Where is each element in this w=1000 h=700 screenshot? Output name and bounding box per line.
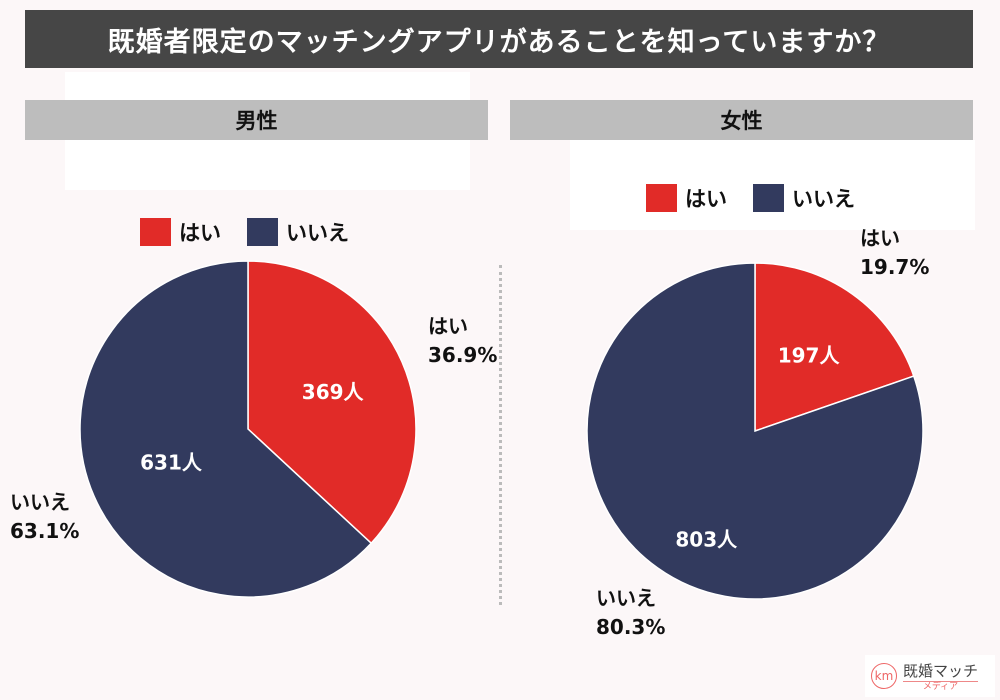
pie-slice-male-no: [79, 260, 373, 598]
divider: [499, 265, 502, 605]
legend-label-no: いいえ: [286, 221, 349, 245]
male-yes-label: はい 36.9%: [428, 314, 498, 367]
slice-count-label: 803人: [675, 527, 738, 551]
female-no-label: いいえ 80.3%: [596, 586, 666, 639]
logo-mark: km: [871, 663, 897, 689]
legend-swatch-no: [247, 218, 278, 246]
legend-label-yes: はい: [179, 221, 221, 245]
slice-count-label: 631人: [140, 451, 203, 475]
logo: km 既婚マッチ メディア: [865, 655, 995, 697]
slice-count-label: 197人: [778, 344, 841, 368]
male-legend: はい いいえ: [140, 217, 349, 247]
legend-swatch-no: [753, 184, 784, 212]
pie-slice-male-yes: [247, 260, 417, 545]
legend-label-no: いいえ: [792, 187, 855, 211]
slice-count-label: 369人: [302, 380, 365, 404]
legend-swatch-yes: [140, 218, 171, 246]
chart-title: 既婚者限定のマッチングアプリがあることを知っていますか？: [25, 10, 973, 68]
logo-sub: メディア: [903, 681, 979, 692]
female-legend: はい いいえ: [646, 183, 855, 213]
male-no-label: いいえ 63.1%: [10, 490, 80, 543]
pie-slice-female-no: [586, 262, 924, 600]
pie-slice-female-yes: [754, 262, 915, 433]
female-yes-label: はい 19.7%: [860, 226, 930, 279]
female-header: 女性: [510, 100, 973, 140]
legend-label-yes: はい: [685, 187, 727, 211]
logo-text: 既婚マッチ: [903, 662, 979, 680]
male-header: 男性: [25, 100, 488, 140]
legend-swatch-yes: [646, 184, 677, 212]
